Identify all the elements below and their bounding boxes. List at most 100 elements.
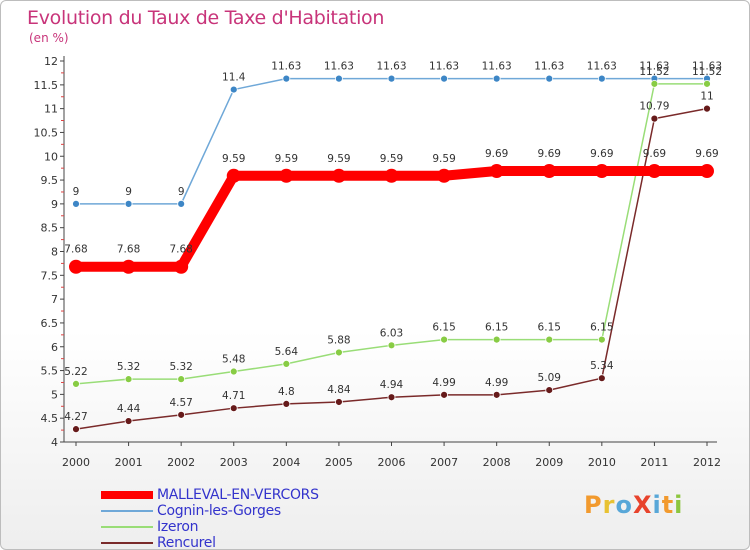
data-label: 5.32	[117, 361, 140, 373]
data-label: 9.69	[695, 148, 718, 160]
logo-letter: X	[632, 491, 653, 519]
data-label: 9.59	[275, 153, 298, 165]
data-point	[440, 74, 448, 83]
data-point	[331, 168, 346, 183]
data-label: 5.64	[275, 346, 299, 358]
data-point	[703, 79, 711, 88]
data-point	[384, 168, 399, 183]
data-label: 4.94	[380, 379, 404, 391]
x-tick-label: 2009	[535, 456, 563, 469]
x-tick-label: 2008	[483, 456, 511, 469]
data-label: 11.52	[639, 66, 669, 78]
y-tick-label: 10.5	[34, 126, 59, 139]
data-label: 10.79	[639, 101, 669, 113]
y-tick-label: 7	[51, 293, 58, 306]
legend-swatch	[101, 526, 153, 528]
x-tick-label: 2012	[693, 456, 721, 469]
y-tick-label: 7.5	[41, 269, 59, 282]
x-tick-label: 2000	[62, 456, 90, 469]
x-tick-label: 2004	[272, 456, 300, 469]
data-point	[492, 335, 501, 344]
data-label: 9	[73, 186, 80, 198]
data-point	[229, 85, 238, 94]
chart-subtitle: (en %)	[29, 31, 69, 45]
y-tick-label: 9	[51, 198, 58, 211]
data-point	[282, 399, 291, 408]
data-point	[72, 199, 80, 208]
y-tick-label: 8.5	[41, 222, 59, 235]
data-label: 4.99	[485, 377, 508, 389]
data-point	[647, 164, 662, 179]
y-tick-label: 6.5	[41, 317, 59, 330]
data-point	[124, 417, 133, 425]
chart-title: Evolution du Taux de Taxe d'Habitation	[27, 7, 385, 29]
data-label: 6.15	[590, 322, 613, 334]
y-tick-label: 6	[51, 341, 58, 354]
data-label: 4.84	[327, 384, 351, 396]
data-point	[597, 74, 606, 83]
legend-label: Izeron	[157, 519, 199, 535]
legend-swatch	[101, 542, 153, 544]
data-label: 9	[125, 186, 132, 198]
data-point	[387, 74, 396, 83]
data-point	[492, 74, 501, 83]
data-label: 4.44	[117, 403, 141, 415]
data-label: 9.69	[538, 148, 561, 160]
y-tick-label: 5	[51, 388, 58, 401]
data-point	[335, 74, 343, 83]
y-tick-label: 10	[44, 150, 58, 163]
data-label: 11.63	[482, 61, 512, 73]
data-label: 9.69	[590, 148, 613, 160]
data-point	[335, 348, 343, 357]
data-point	[545, 386, 554, 394]
legend-swatch	[101, 491, 153, 499]
x-tick-label: 2007	[430, 456, 458, 469]
legend-item: Cognin-les-Gorges	[101, 503, 319, 519]
chart-legend: MALLEVAL-EN-VERCORS Cognin-les-Gorges Izer…	[101, 487, 319, 549]
data-point	[440, 335, 448, 344]
data-point	[121, 259, 136, 274]
data-point	[703, 104, 711, 113]
x-tick-label: 2001	[115, 456, 143, 469]
data-point	[440, 390, 448, 399]
y-tick-label: 9.5	[41, 174, 59, 187]
data-label: 9.69	[485, 148, 508, 160]
proxiti-logo: ProXiti	[584, 491, 683, 519]
logo-letter: i	[652, 491, 662, 519]
data-label: 5.32	[169, 361, 192, 373]
data-point	[492, 390, 501, 399]
data-label: 11.52	[692, 66, 722, 78]
y-tick-label: 8	[51, 246, 58, 259]
data-label: 6.15	[432, 322, 455, 334]
data-label: 9.59	[432, 153, 455, 165]
x-tick-label: 2011	[640, 456, 668, 469]
data-label: 4.8	[278, 386, 295, 398]
y-tick-label: 4	[51, 436, 58, 449]
data-label: 9.69	[643, 148, 666, 160]
data-point	[177, 410, 186, 419]
data-point	[177, 199, 186, 208]
data-point	[279, 168, 294, 183]
data-point	[545, 335, 554, 344]
logo-letter: o	[615, 491, 633, 519]
data-label: 11.4	[222, 72, 246, 84]
data-label: 5.88	[327, 334, 350, 346]
data-label: 11.63	[376, 61, 406, 73]
logo-letter: t	[661, 491, 675, 519]
legend-label: MALLEVAL-EN-VERCORS	[157, 487, 319, 503]
data-point	[124, 375, 133, 384]
data-label: 9	[178, 186, 185, 198]
data-point	[650, 114, 659, 123]
legend-item: Rencurel	[101, 535, 319, 549]
data-label: 11.63	[429, 61, 459, 73]
data-point	[489, 164, 504, 179]
data-label: 4.57	[169, 397, 192, 409]
data-label: 6.15	[485, 322, 508, 334]
x-tick-label: 2005	[325, 456, 353, 469]
series-line	[76, 77, 707, 205]
data-point	[282, 359, 291, 368]
data-label: 11.63	[271, 61, 301, 73]
x-tick-label: 2002	[167, 456, 195, 469]
logo-letter: r	[602, 491, 616, 519]
